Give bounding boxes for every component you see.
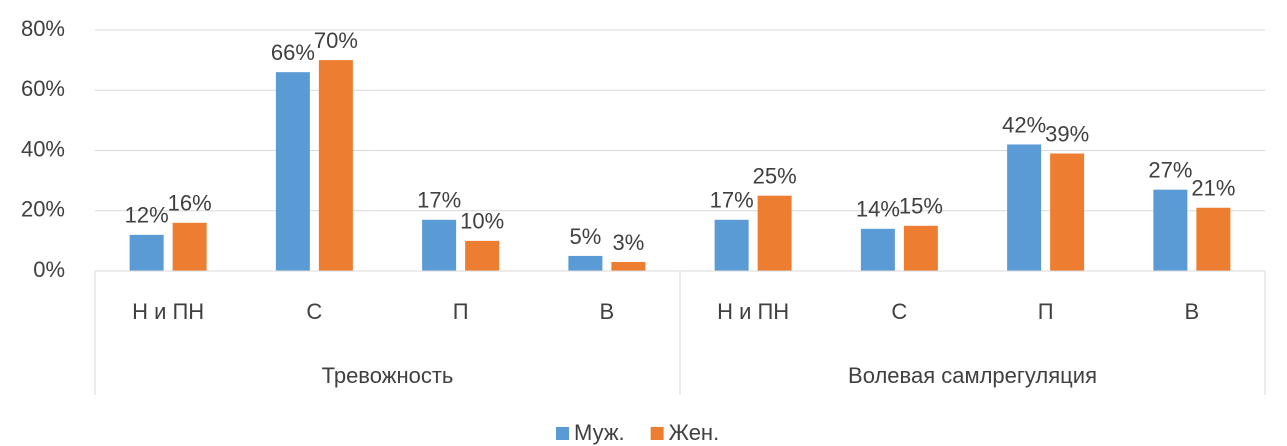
x-tick-label: П: [453, 299, 469, 324]
bar: [465, 240, 500, 271]
value-label: 27%: [1148, 157, 1192, 182]
x-tick-label: Н и ПН: [717, 299, 789, 324]
group-label: Волевая самлрегуляция: [848, 363, 1097, 388]
legend-swatch: [556, 427, 569, 440]
bar: [1050, 153, 1085, 271]
bar: [129, 234, 164, 271]
bar: [860, 228, 895, 271]
value-label: 3%: [612, 230, 644, 255]
value-label: 66%: [271, 40, 315, 65]
value-label: 12%: [125, 203, 169, 228]
x-tick-label: С: [891, 299, 907, 324]
y-tick-label: 20%: [21, 197, 65, 222]
group-label: Тревожность: [322, 363, 454, 388]
bar: [1196, 207, 1231, 271]
y-tick-label: 40%: [21, 136, 65, 161]
value-label: 16%: [168, 191, 212, 216]
x-tick-label: В: [1185, 299, 1200, 324]
y-tick-label: 60%: [21, 76, 65, 101]
bar: [275, 72, 310, 271]
bar: [568, 255, 603, 271]
value-label: 10%: [460, 209, 504, 234]
value-label: 17%: [710, 188, 754, 213]
legend-label: Жен.: [669, 420, 720, 445]
bar: [714, 219, 749, 271]
legend-swatch: [650, 427, 664, 440]
bar: [611, 261, 646, 271]
x-tick-label: В: [600, 299, 615, 324]
x-tick-label: П: [1038, 299, 1054, 324]
value-label: 15%: [899, 194, 943, 219]
bar: [1153, 189, 1188, 271]
x-tick-label: С: [306, 299, 322, 324]
value-label: 21%: [1191, 176, 1235, 201]
value-label: 17%: [417, 188, 461, 213]
bar: [1007, 144, 1042, 271]
value-label: 42%: [1002, 112, 1046, 137]
value-label: 25%: [753, 164, 797, 189]
bar: [172, 222, 207, 271]
value-label: 14%: [856, 197, 900, 222]
y-tick-label: 0%: [33, 257, 65, 282]
value-label: 39%: [1045, 121, 1089, 146]
legend-label: Муж.: [574, 420, 625, 445]
bar: [757, 195, 792, 271]
value-label: 5%: [569, 224, 601, 249]
y-tick-label: 80%: [21, 16, 65, 41]
x-tick-label: Н и ПН: [132, 299, 204, 324]
value-label: 70%: [314, 28, 358, 53]
bar: [422, 219, 457, 271]
bar: [903, 225, 938, 271]
bar: [318, 60, 353, 271]
